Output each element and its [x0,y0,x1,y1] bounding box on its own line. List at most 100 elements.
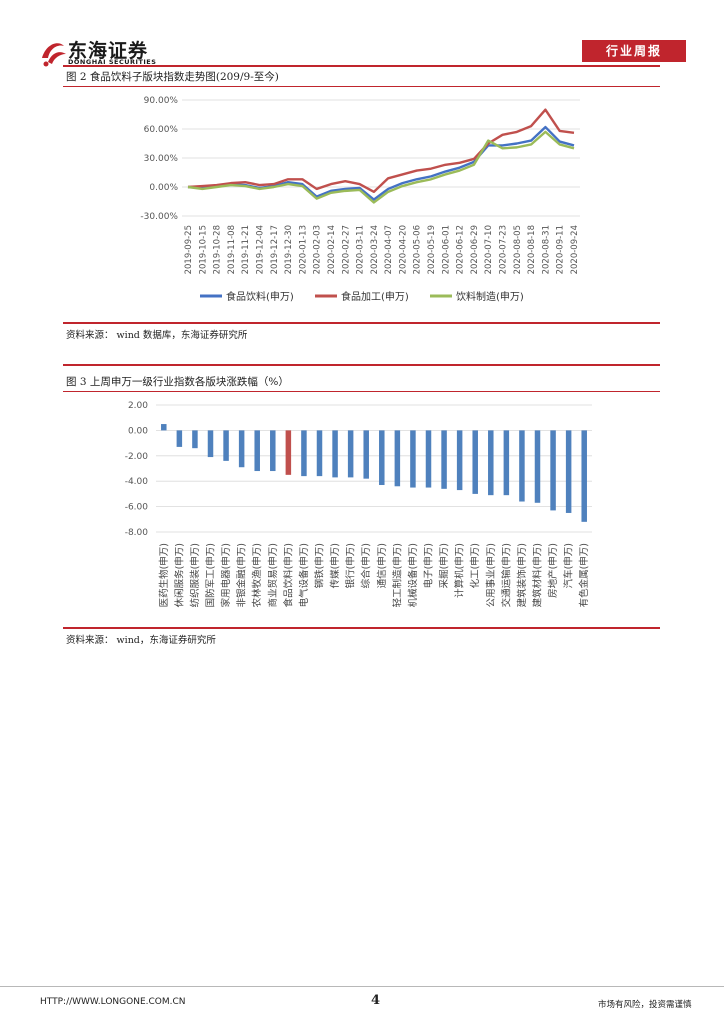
bar [316,430,323,477]
x-tick-label: 电气设备(申万) [298,543,310,607]
report-type-badge: 行业周报 [582,40,686,62]
bar [488,430,494,496]
x-tick-label: 综合(申万) [360,543,372,588]
x-tick-label: 医药生物(申万) [158,543,170,607]
x-tick-label: 2020-05-19 [427,225,437,274]
x-tick-label: 2020-02-14 [327,225,337,274]
bar [176,430,183,447]
bar [207,430,214,458]
x-tick-label: 2019-12-04 [255,225,265,274]
x-tick-label: 2020-09-11 [556,225,566,274]
x-tick-label: 家用电器(申万) [220,543,232,607]
figure2-top-rule [63,86,660,87]
x-tick-label: 2020-02-27 [341,225,351,274]
bar [472,430,478,494]
bar [550,430,556,511]
legend-label: 食品饮料(申万) [226,290,294,303]
bar [441,430,447,489]
x-tick-label: 2020-03-24 [370,225,380,274]
x-tick-label: 2020-01-13 [298,225,308,274]
y-tick-label: -8.00 [125,528,149,538]
x-tick-label: 汽车(申万) [563,543,575,588]
bar [223,430,229,461]
figure2-title: 图 2 食品饮料子版块指数走势图(209/9-至今) [66,71,279,83]
figure3-bottom-rule [63,627,660,629]
bar [332,430,338,478]
bar [254,430,260,472]
figure3-top-rule [63,391,660,392]
bar [503,430,510,496]
x-tick-label: 纺织服装(申万) [189,543,201,607]
figure2-source: 资料来源： wind 数据库，东海证券研究所 [66,330,248,341]
series-line [187,130,575,204]
bar [347,430,354,478]
footer-url: HTTP://WWW.LONGONE.COM.CN [40,997,186,1007]
series-line [187,108,575,194]
series-line [187,125,575,201]
x-tick-label: 2020-06-01 [441,225,451,274]
x-tick-label: 轻工制造(申万) [391,543,403,607]
footer-divider [0,986,724,987]
y-tick-label: -2.00 [125,452,149,462]
x-tick-label: 非银金融(申万) [236,543,248,607]
x-tick-label: 2020-07-23 [499,225,509,274]
x-tick-label: 传媒(申万) [329,543,341,588]
x-tick-label: 银行(申万) [345,543,357,588]
figure3-title: 图 3 上周申万一级行业指数各版块涨跌幅（%） [66,376,289,388]
bar [270,430,276,472]
y-tick-label: 0.00% [149,183,178,193]
x-tick-label: 2020-08-18 [527,225,537,274]
x-tick-label: 2020-08-31 [541,225,551,274]
line-chart: 90.00% 60.00% 30.00% 0.00% -30.00% 2019-09-25… [140,96,580,303]
x-tick-label: 2020-08-05 [513,225,523,274]
x-tick-label: 电子(申万) [423,543,435,588]
company-name-en: DONGHAI SECURITIES [68,58,157,66]
figure2-bottom-rule [63,322,660,324]
y-tick-label: -4.00 [125,477,149,487]
x-tick-label: 食品饮料(申万) [282,543,294,607]
x-tick-label: 有色金属(申万) [578,543,590,607]
bar-chart: 2.00 0.00 -2.00 -4.00 -6.00 -8.00 医药生物(申万) 休闲服务… [125,401,592,607]
x-tick-label: 2020-05-06 [413,225,423,274]
y-tick-label: -6.00 [125,503,149,513]
x-tick-label: 房地产(申万) [547,543,559,598]
y-tick-label: 0.00 [128,426,148,436]
header-divider [63,65,660,67]
company-logo-icon [42,43,66,67]
x-tick-label: 通信(申万) [376,543,388,588]
x-tick-label: 商业贸易(申万) [267,543,279,607]
figure3-source: 资料来源： wind，东海证券研究所 [66,635,216,646]
x-tick-label: 机械设备(申万) [407,543,419,607]
x-tick-label: 交通运输(申万) [500,543,512,607]
bar [534,430,541,503]
x-tick-label: 2020-06-29 [470,225,480,274]
x-tick-label: 公用事业(申万) [485,543,497,607]
x-tick-label: 采掘(申万) [438,543,450,588]
x-tick-label: 2019-11-21 [241,225,251,274]
footer-disclaimer: 市场有风险，投资需谨慎 [598,1000,692,1010]
y-tick-label: 60.00% [144,125,179,135]
x-tick-label: 化工(申万) [469,543,481,588]
figure3-top-divider [63,364,660,366]
x-tick-label: 2019-12-17 [270,225,280,274]
x-tick-label: 2020-07-10 [484,225,494,274]
x-tick-label: 农林牧渔(申万) [251,543,263,607]
x-tick-label: 休闲服务(申万) [173,543,185,607]
bar [519,430,525,502]
x-tick-label: 钢铁(申万) [314,543,326,588]
bar [285,430,292,475]
bar [192,430,198,449]
bar [394,430,401,487]
x-tick-label: 2019-10-28 [213,225,223,274]
legend-label: 饮料制造(申万) [456,290,524,303]
x-tick-label: 2019-11-08 [227,225,237,274]
x-tick-label: 2020-02-03 [313,225,323,274]
x-tick-label: 2020-03-11 [356,225,366,274]
x-tick-label: 2020-04-07 [384,225,394,274]
page-number: 4 [371,993,381,1008]
bar [456,430,463,491]
bar [425,430,432,488]
bar [565,430,572,513]
x-tick-label: 2019-09-25 [184,225,194,274]
y-tick-label: 30.00% [144,154,179,164]
